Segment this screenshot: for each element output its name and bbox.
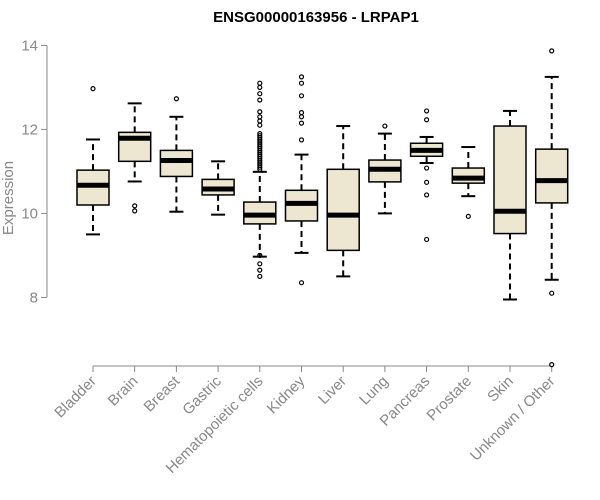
outlier-point: [549, 362, 555, 368]
outlier-point: [132, 208, 138, 214]
outlier-point: [257, 109, 263, 115]
box-group: [534, 48, 569, 368]
outlier-point: [257, 261, 263, 267]
outlier-point: [298, 74, 305, 80]
x-tick-label: Bladder: [51, 373, 100, 422]
x-tick-label: Skin: [484, 373, 517, 406]
y-tick-label: 12: [21, 121, 38, 138]
x-tick-label: Liver: [315, 373, 350, 408]
outlier-point: [424, 192, 430, 198]
outlier-point: [257, 84, 263, 91]
box-group: [117, 102, 152, 214]
outlier-point: [257, 122, 263, 128]
outlier-point: [298, 80, 305, 86]
outlier-point: [257, 252, 263, 258]
chart-title: ENSG00000163956 - LRPAP1: [213, 9, 419, 26]
outlier-point: [298, 137, 305, 143]
x-tick-label: Breast: [141, 372, 184, 415]
outlier-point: [132, 203, 138, 209]
box: [159, 149, 194, 178]
box-group: [201, 160, 235, 216]
y-axis-label: Expression: [0, 161, 17, 235]
outlier-point: [257, 273, 263, 279]
box-group: [76, 86, 110, 236]
box: [534, 148, 569, 204]
x-tick-label: Kidney: [264, 372, 309, 417]
x-tick-label: Prostate: [424, 373, 476, 425]
outlier-point: [298, 120, 305, 126]
outlier-point: [465, 213, 471, 219]
box-group: [284, 74, 319, 286]
box: [493, 125, 527, 235]
outlier-point: [257, 118, 263, 124]
x-tick-label: Lung: [356, 373, 392, 409]
outlier-point: [257, 133, 263, 139]
outlier-point: [382, 123, 388, 129]
outlier-point: [549, 48, 555, 54]
outlier-point: [257, 114, 263, 120]
x-tick-label: Brain: [105, 373, 142, 410]
box-group: [159, 96, 194, 213]
outlier-point: [298, 280, 305, 286]
outlier-point: [424, 165, 430, 171]
box-group: [451, 146, 486, 219]
outlier-point: [257, 97, 263, 103]
outlier-point: [424, 108, 430, 114]
box: [326, 168, 360, 252]
outlier-point: [549, 290, 555, 296]
outlier-point: [298, 114, 305, 120]
outlier-point: [424, 236, 430, 243]
outlier-point: [424, 117, 430, 123]
outlier-point: [257, 80, 263, 86]
box-group: [409, 108, 444, 243]
outlier-point: [298, 93, 305, 99]
box: [451, 167, 486, 184]
box-group: [368, 123, 402, 215]
outlier-point: [424, 179, 430, 185]
box-group: [493, 109, 527, 301]
outlier-point: [298, 109, 305, 116]
box-group: [326, 125, 360, 278]
outlier-point: [173, 96, 179, 102]
outlier-point: [257, 131, 263, 137]
y-tick-label: 10: [21, 205, 38, 222]
box-group: [243, 80, 277, 279]
outlier-point: [257, 91, 263, 97]
y-tick-label: 14: [21, 37, 38, 54]
outlier-point: [257, 267, 263, 273]
plot-area: [76, 48, 569, 368]
y-tick-label: 8: [30, 289, 38, 306]
y-axis: 8 10 12 14: [21, 37, 48, 306]
outlier-point: [90, 86, 96, 92]
